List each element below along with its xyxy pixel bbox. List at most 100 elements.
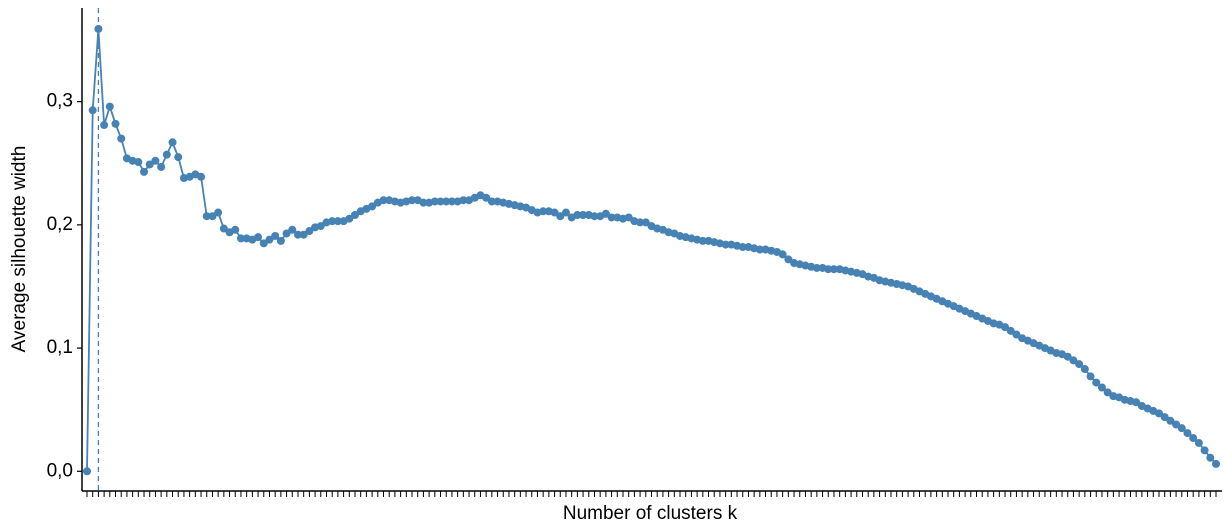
data-point <box>1103 388 1112 397</box>
data-point <box>590 212 599 221</box>
data-point <box>94 24 103 33</box>
data-point <box>305 227 314 236</box>
data-point <box>134 158 143 167</box>
data-point <box>157 162 166 171</box>
data-point <box>350 211 359 219</box>
data-point <box>459 196 468 205</box>
data-point <box>1092 378 1101 387</box>
data-point <box>259 239 268 248</box>
data-point <box>607 213 616 222</box>
data-point <box>1069 356 1078 365</box>
data-point <box>1172 420 1181 429</box>
data-point <box>117 134 126 143</box>
data-point <box>1200 446 1209 455</box>
y-tick-label: 0,1 <box>47 337 73 358</box>
data-point <box>288 225 297 234</box>
data-point <box>1206 453 1215 462</box>
data-point <box>1194 438 1203 447</box>
data-point <box>293 230 302 239</box>
data-point <box>755 245 764 254</box>
data-point <box>436 197 445 206</box>
data-point <box>636 218 645 227</box>
data-point <box>550 208 559 217</box>
data-point <box>282 229 291 238</box>
data-point <box>100 121 109 130</box>
data-point <box>482 193 491 202</box>
data-point <box>1075 360 1084 369</box>
data-point <box>83 467 91 476</box>
data-point <box>254 233 263 242</box>
data-point <box>1189 434 1198 443</box>
data-point <box>265 235 274 244</box>
data-point <box>1086 372 1095 381</box>
data-point <box>316 222 325 231</box>
data-point <box>140 167 149 176</box>
data-point <box>1160 413 1169 422</box>
data-point <box>1097 383 1106 392</box>
data-point <box>1001 323 1010 332</box>
data-point <box>202 212 211 221</box>
data-point <box>105 102 114 111</box>
data-point <box>333 217 342 226</box>
data-point <box>442 197 451 206</box>
data-point <box>111 119 120 128</box>
data-point <box>419 198 428 207</box>
y-tick-label: 0,3 <box>47 91 73 112</box>
data-point <box>408 196 417 205</box>
data-point <box>784 255 793 264</box>
data-point <box>345 214 354 223</box>
data-point <box>641 218 650 227</box>
data-point <box>88 106 97 115</box>
data-point <box>174 153 183 162</box>
data-point <box>214 208 223 217</box>
data-point <box>1154 409 1163 418</box>
data-point <box>738 243 747 252</box>
data-point <box>601 209 610 218</box>
data-point <box>162 150 171 159</box>
y-tick-label: 0,2 <box>47 214 73 235</box>
data-point <box>208 212 217 221</box>
data-point <box>561 208 570 217</box>
data-point <box>1132 398 1141 407</box>
data-point <box>778 250 787 259</box>
data-point <box>1166 416 1175 425</box>
data-point <box>430 197 439 206</box>
data-point <box>1080 365 1089 374</box>
data-point <box>1183 429 1192 438</box>
data-point <box>151 156 160 165</box>
data-point <box>573 211 582 219</box>
data-point <box>698 236 707 245</box>
x-axis-title: Number of clusters k <box>563 503 738 524</box>
data-point <box>812 263 821 272</box>
y-tick-label: 0,0 <box>47 460 73 481</box>
data-point <box>721 240 730 249</box>
data-point <box>487 197 496 206</box>
data-point <box>579 211 588 219</box>
data-point <box>368 202 377 211</box>
data-point <box>1012 330 1021 339</box>
data-point <box>624 213 633 222</box>
data-point <box>539 207 548 216</box>
data-point <box>276 236 285 245</box>
data-point <box>236 234 245 243</box>
data-point <box>168 138 177 147</box>
data-point <box>299 230 308 239</box>
y-axis-title: Average silhouette width <box>9 146 30 353</box>
data-point <box>1212 459 1220 468</box>
data-point <box>197 172 206 181</box>
data-point <box>829 265 838 274</box>
data-point <box>145 160 154 169</box>
data-point <box>447 197 456 206</box>
data-point <box>1063 352 1072 361</box>
data-point <box>1006 326 1015 335</box>
data-point <box>328 217 337 226</box>
series-line <box>86 28 1217 472</box>
data-point <box>219 224 228 233</box>
data-point <box>824 265 833 274</box>
data-point <box>271 231 280 240</box>
data-point <box>379 196 388 205</box>
data-point <box>1177 424 1186 433</box>
data-point <box>556 212 565 221</box>
data-point <box>231 225 240 234</box>
